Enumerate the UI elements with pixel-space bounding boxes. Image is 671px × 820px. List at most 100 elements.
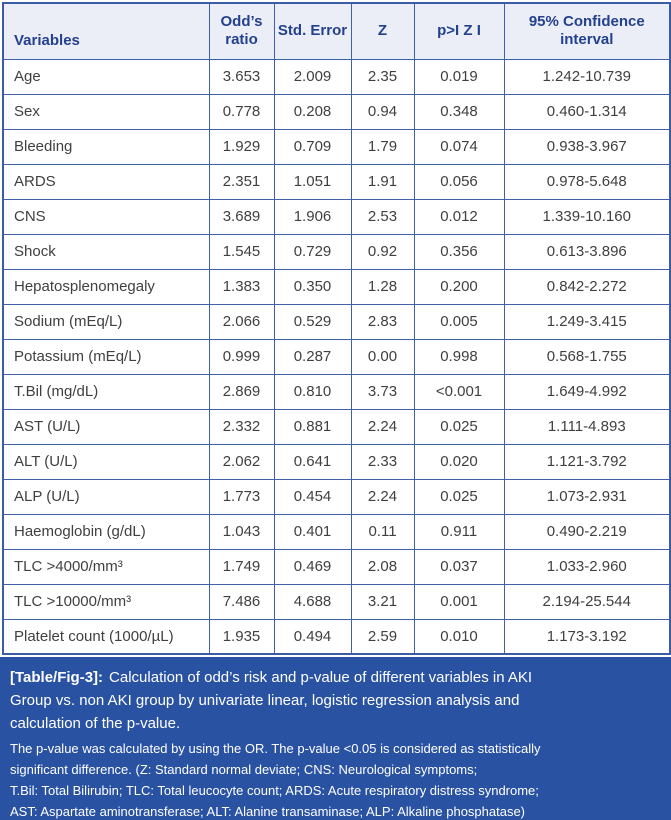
cell-variable: ALT (U/L) [2,443,210,480]
cell-z: 2.24 [350,478,415,515]
cell-odds-ratio: 2.066 [208,303,275,340]
cell-p-value: 0.037 [413,548,505,585]
cell-p-value: 0.025 [413,408,505,445]
cell-std-error: 0.469 [273,548,352,585]
cell-std-error: 0.881 [273,408,352,445]
table-row: T.Bil (mg/dL) 2.869 0.810 3.73 <0.001 1.… [2,373,671,410]
cell-z: 0.00 [350,338,415,375]
cell-odds-ratio: 3.653 [208,58,275,95]
cell-z: 2.08 [350,548,415,585]
cell-std-error: 0.208 [273,93,352,130]
cell-variable: ARDS [2,163,210,200]
cell-confidence-interval: 2.194-25.544 [503,583,671,620]
cell-odds-ratio: 0.999 [208,338,275,375]
cell-z: 2.33 [350,443,415,480]
cell-confidence-interval: 0.613-3.896 [503,233,671,270]
cell-p-value: <0.001 [413,373,505,410]
caption-note-line: T.Bil: Total Bilirubin; TLC: Total leuco… [10,783,539,798]
cell-confidence-interval: 1.111-4.893 [503,408,671,445]
cell-variable: Shock [2,233,210,270]
cell-z: 2.83 [350,303,415,340]
cell-confidence-interval: 1.073-2.931 [503,478,671,515]
cell-std-error: 0.810 [273,373,352,410]
cell-std-error: 0.529 [273,303,352,340]
cell-confidence-interval: 0.490-2.219 [503,513,671,550]
cell-variable: Potassium (mEq/L) [2,338,210,375]
cell-p-value: 0.020 [413,443,505,480]
cell-z: 2.53 [350,198,415,235]
table-row: Bleeding 1.929 0.709 1.79 0.074 0.938-3.… [2,128,671,165]
cell-odds-ratio: 3.689 [208,198,275,235]
table-row: Sex 0.778 0.208 0.94 0.348 0.460-1.314 [2,93,671,130]
cell-variable: AST (U/L) [2,408,210,445]
table-row: Haemoglobin (g/dL) 1.043 0.401 0.11 0.91… [2,513,671,550]
figure-caption: [Table/Fig-3]: Calculation of odd’s risk … [0,657,671,820]
cell-variable: Hepatosplenomegaly [2,268,210,305]
cell-p-value: 0.998 [413,338,505,375]
cell-confidence-interval: 0.842-2.272 [503,268,671,305]
cell-odds-ratio: 7.486 [208,583,275,620]
table-row: Shock 1.545 0.729 0.92 0.356 0.613-3.896 [2,233,671,270]
cell-std-error: 1.051 [273,163,352,200]
cell-z: 2.35 [350,58,415,95]
table-header: Variables Odd’s ratio Std. Error Z p>I Z… [2,2,671,60]
cell-confidence-interval: 1.121-3.792 [503,443,671,480]
cell-p-value: 0.001 [413,583,505,620]
cell-z: 0.94 [350,93,415,130]
table-row: Sodium (mEq/L) 2.066 0.529 2.83 0.005 1.… [2,303,671,340]
cell-std-error: 0.350 [273,268,352,305]
cell-p-value: 0.356 [413,233,505,270]
cell-confidence-interval: 1.173-3.192 [503,618,671,655]
header-row: Variables Odd’s ratio Std. Error Z p>I Z… [2,2,671,60]
column-header-p-value: p>I Z I [413,2,505,60]
cell-z: 0.92 [350,233,415,270]
cell-variable: CNS [2,198,210,235]
caption-title: [Table/Fig-3]: Calculation of odd’s risk … [10,666,661,735]
cell-p-value: 0.074 [413,128,505,165]
cell-variable: TLC >4000/mm³ [2,548,210,585]
cell-confidence-interval: 1.242-10.739 [503,58,671,95]
table-row: AST (U/L) 2.332 0.881 2.24 0.025 1.111-4… [2,408,671,445]
table-row: TLC >4000/mm³ 1.749 0.469 2.08 0.037 1.0… [2,548,671,585]
cell-confidence-interval: 1.033-2.960 [503,548,671,585]
table-row: Age 3.653 2.009 2.35 0.019 1.242-10.739 [2,58,671,95]
caption-figure-label: [Table/Fig-3]: [10,669,104,686]
cell-z: 1.91 [350,163,415,200]
cell-variable: Bleeding [2,128,210,165]
cell-variable: ALP (U/L) [2,478,210,515]
cell-std-error: 0.401 [273,513,352,550]
cell-confidence-interval: 0.460-1.314 [503,93,671,130]
statistics-table: Variables Odd’s ratio Std. Error Z p>I Z… [2,2,671,655]
column-header-std-error: Std. Error [273,2,352,60]
cell-p-value: 0.005 [413,303,505,340]
table-row: ARDS 2.351 1.051 1.91 0.056 0.978-5.648 [2,163,671,200]
cell-p-value: 0.019 [413,58,505,95]
cell-variable: Sodium (mEq/L) [2,303,210,340]
cell-z: 2.24 [350,408,415,445]
cell-odds-ratio: 1.383 [208,268,275,305]
cell-odds-ratio: 1.935 [208,618,275,655]
cell-odds-ratio: 1.749 [208,548,275,585]
cell-confidence-interval: 1.339-10.160 [503,198,671,235]
cell-confidence-interval: 0.938-3.967 [503,128,671,165]
cell-std-error: 0.454 [273,478,352,515]
table-body: Age 3.653 2.009 2.35 0.019 1.242-10.739 … [2,58,671,655]
cell-p-value: 0.056 [413,163,505,200]
cell-p-value: 0.025 [413,478,505,515]
cell-std-error: 0.287 [273,338,352,375]
cell-variable: Haemoglobin (g/dL) [2,513,210,550]
caption-note-line: The p-value was calculated by using the … [10,741,541,756]
statistics-table-container: Variables Odd’s ratio Std. Error Z p>I Z… [2,2,671,655]
cell-z: 1.79 [350,128,415,165]
cell-odds-ratio: 1.043 [208,513,275,550]
cell-z: 3.73 [350,373,415,410]
caption-note-line: AST: Aspartate aminotransferase; ALT: Al… [10,804,526,819]
cell-z: 3.21 [350,583,415,620]
cell-odds-ratio: 1.773 [208,478,275,515]
table-row: ALP (U/L) 1.773 0.454 2.24 0.025 1.073-2… [2,478,671,515]
cell-odds-ratio: 1.545 [208,233,275,270]
cell-odds-ratio: 2.869 [208,373,275,410]
cell-p-value: 0.348 [413,93,505,130]
cell-variable: TLC >10000/mm³ [2,583,210,620]
